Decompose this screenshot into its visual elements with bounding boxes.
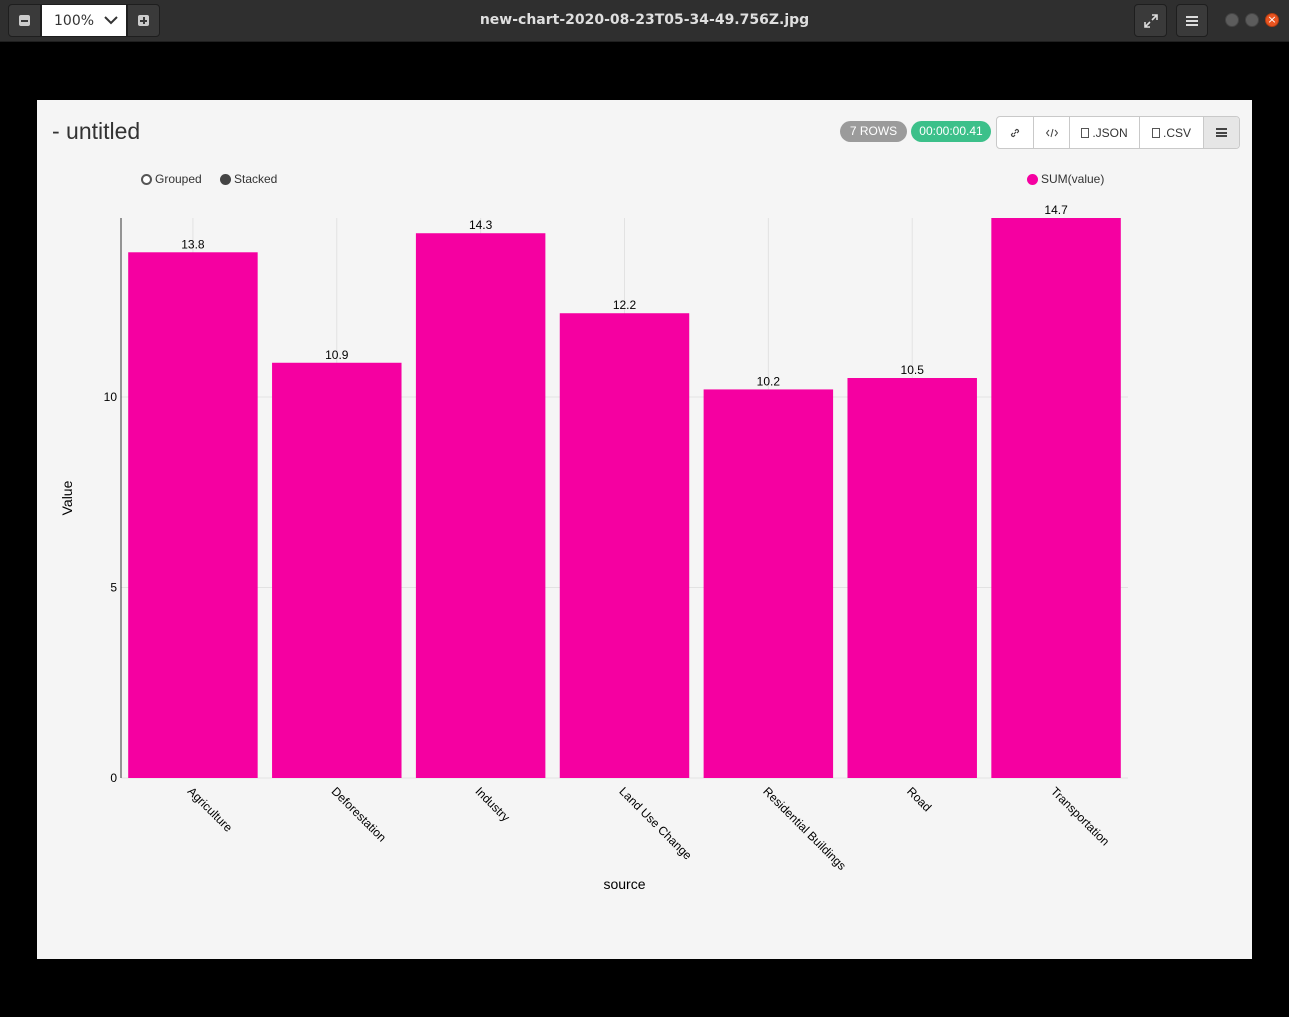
bar [415, 233, 546, 778]
csv-export-button[interactable]: .CSV [1140, 117, 1204, 148]
x-tick-label: Road [904, 784, 934, 814]
x-tick-label: Industry [473, 784, 513, 824]
data-label: 14.3 [469, 218, 493, 232]
data-label: 10.9 [325, 348, 349, 362]
data-label: 12.2 [613, 298, 637, 312]
y-tick-label: 10 [104, 390, 118, 404]
maximize-button[interactable] [1245, 13, 1259, 27]
chart-image: - untitled 7 ROWS 00:00:00.41 .JSON .CSV… [37, 100, 1252, 959]
hamburger-icon [1186, 15, 1198, 26]
y-axis-title: Value [59, 480, 75, 515]
hamburger-icon [1216, 128, 1227, 137]
grouped-label: Grouped [155, 172, 202, 186]
bar [559, 313, 690, 778]
bar [847, 378, 977, 778]
radio-filled-icon [220, 173, 231, 185]
grouped-option[interactable]: Grouped [141, 172, 202, 186]
y-tick-label: 0 [110, 771, 117, 785]
legend-series-label: SUM(value) [1041, 172, 1105, 186]
close-button[interactable]: × [1265, 13, 1279, 27]
close-icon: × [1267, 13, 1277, 26]
x-tick-label: Residential Buildings [760, 784, 849, 873]
minus-icon [19, 15, 30, 26]
zoom-select[interactable]: 100% [41, 4, 127, 37]
radio-empty-icon [141, 173, 152, 185]
minimize-button[interactable] [1225, 13, 1239, 27]
data-label: 14.7 [1044, 203, 1068, 217]
x-tick-label: Transportation [1048, 784, 1112, 848]
data-label: 13.8 [181, 237, 205, 251]
zoom-in-button[interactable] [127, 4, 160, 37]
data-label: 10.2 [757, 374, 781, 388]
expand-icon [1143, 13, 1158, 28]
zoom-out-button[interactable] [8, 4, 41, 37]
time-badge: 00:00:00.41 [911, 121, 991, 142]
file-icon [1151, 127, 1160, 138]
json-label: .JSON [1092, 125, 1128, 140]
plus-icon [138, 15, 149, 26]
y-tick-label: 5 [110, 581, 117, 595]
file-icon [1081, 127, 1090, 138]
embed-code-button[interactable] [1034, 117, 1070, 148]
x-tick-label: Land Use Change [616, 784, 695, 863]
page-title: - untitled [52, 118, 141, 144]
app-menu-button[interactable] [1176, 4, 1208, 37]
csv-label: .CSV [1162, 125, 1191, 140]
chart-menu-button[interactable] [1204, 117, 1239, 148]
bar [272, 362, 402, 778]
chevron-down-icon [104, 16, 118, 25]
bar [128, 252, 258, 779]
window-titlebar: 100% new-chart-2020-08-23T05-34-49.756Z.… [0, 0, 1289, 42]
x-tick-label: Deforestation [329, 784, 389, 844]
bar [703, 389, 834, 778]
rows-badge: 7 ROWS [840, 121, 907, 142]
json-export-button[interactable]: .JSON [1070, 117, 1140, 148]
x-axis-title: source [603, 876, 645, 892]
x-tick-label: Agriculture [185, 784, 236, 835]
fullscreen-button[interactable] [1134, 4, 1167, 37]
legend-swatch [1027, 173, 1038, 185]
stacked-option[interactable]: Stacked [220, 172, 277, 186]
window-title: new-chart-2020-08-23T05-34-49.756Z.jpg [479, 12, 810, 28]
zoom-value: 100% [54, 12, 95, 29]
code-icon [1045, 128, 1058, 137]
bar-chart: 0 5 10 13.8 Agriculture 10.9 Deforestation 14.3… [59, 203, 1128, 892]
link-icon [1010, 128, 1020, 137]
stacked-label: Stacked [234, 172, 278, 186]
export-button-group: .JSON .CSV [996, 116, 1240, 149]
bar [991, 218, 1121, 778]
legend-series[interactable]: SUM(value) [1027, 172, 1104, 186]
data-label: 10.5 [901, 363, 925, 377]
link-button[interactable] [997, 117, 1034, 148]
